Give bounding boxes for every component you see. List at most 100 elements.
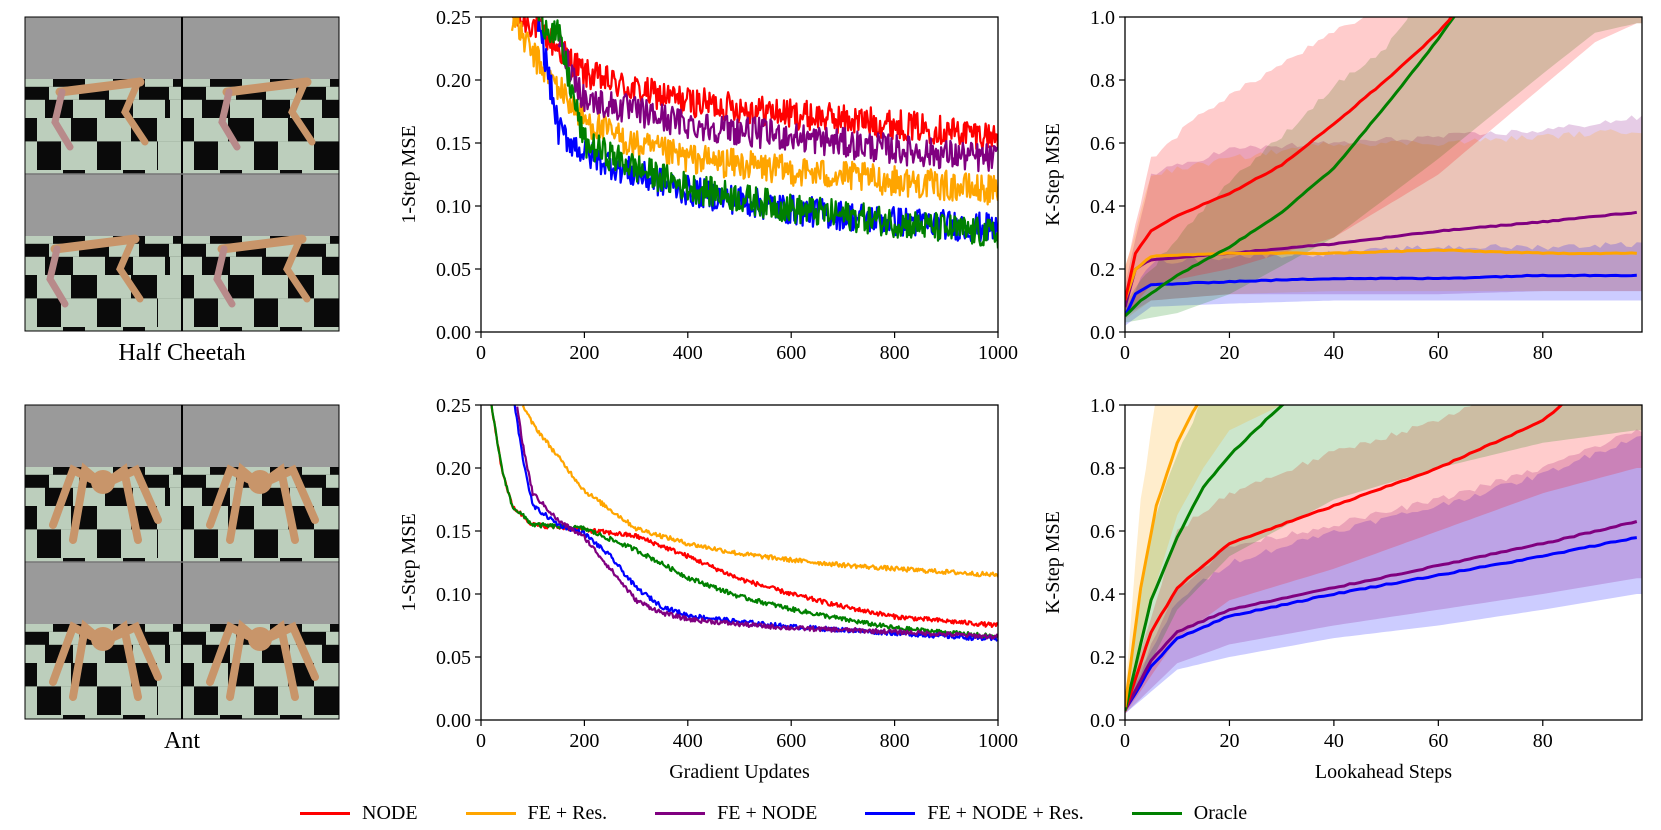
series-line-fe-node <box>1125 520 1638 711</box>
chart-ant_k_step: 0 20 40 60 80 0.0 0.2 0.4 0.6 0.8 1.0 K-Step MSE Loo… <box>1042 395 1643 783</box>
y-tick-label: 0.2 <box>1090 259 1115 281</box>
legend-item-fe-res: FE + Res. <box>465 801 608 825</box>
plot-area <box>1125 405 1642 714</box>
axes-frame <box>1124 404 1643 721</box>
confidence-band <box>1125 429 1642 714</box>
legend-item-node: NODE <box>300 802 418 825</box>
confidence-band <box>1125 405 1642 714</box>
legend-swatch <box>865 811 916 815</box>
confidence-band <box>1125 405 1642 714</box>
x-tick-label: 400 <box>673 730 703 752</box>
x-tick-label: 400 <box>673 342 703 364</box>
y-tick-label: 0.00 <box>436 710 471 732</box>
y-tick-label: 0.20 <box>436 70 471 92</box>
sim-frame <box>25 562 199 719</box>
series-line-oracle <box>490 405 998 639</box>
y-tick-label: 0.20 <box>436 458 471 480</box>
legend-item-fe-node-res: FE + NODE + Res. <box>865 802 1084 825</box>
x-tick-label: 0 <box>1120 730 1130 752</box>
sim-thumbnail-half_cheetah <box>25 17 339 331</box>
sim-thumbnail-ant <box>25 405 339 719</box>
y-tick-label: 0.8 <box>1090 70 1115 92</box>
axes-frame <box>1124 16 1643 333</box>
x-tick-label: 800 <box>880 342 910 364</box>
sim-frame <box>158 562 339 719</box>
series-line-fe-res- <box>521 405 998 578</box>
legend-swatch <box>655 811 706 815</box>
x-tick-label: 20 <box>1219 342 1239 364</box>
x-axis-label: Gradient Updates <box>669 761 810 783</box>
y-axis-label: K-Step MSE <box>1042 123 1064 226</box>
y-tick-label: 1.0 <box>1090 7 1115 29</box>
series-line-fe-node-res- <box>1125 273 1637 317</box>
legend-item-fe-node: FE + NODE <box>655 802 817 825</box>
x-tick-label: 200 <box>569 730 599 752</box>
series-line-fe-node-res- <box>513 405 998 642</box>
y-tick-label: 0.4 <box>1090 584 1115 606</box>
y-axis-label: K-Step MSE <box>1042 511 1064 614</box>
series-line-oracle <box>1125 405 1286 711</box>
plot-area <box>1125 17 1642 326</box>
y-tick-label: 0.6 <box>1090 521 1115 543</box>
y-tick-label: 0.25 <box>436 395 471 417</box>
series-line-oracle <box>537 17 998 249</box>
y-tick-label: 0.8 <box>1090 458 1115 480</box>
x-tick-label: 600 <box>776 730 806 752</box>
x-tick-label: 60 <box>1428 730 1448 752</box>
x-tick-label: 60 <box>1428 342 1448 364</box>
legend-label: FE + NODE <box>717 801 818 824</box>
caption-half-cheetah: Half Cheetah <box>118 340 246 366</box>
x-tick-label: 0 <box>1120 342 1130 364</box>
x-tick-label: 0 <box>476 730 486 752</box>
confidence-band <box>1125 115 1642 317</box>
sim-frame <box>25 174 199 331</box>
legend: NODE FE + Res. FE + NODE FE + NODE + Res… <box>300 800 1295 826</box>
legend-label: NODE <box>362 801 418 824</box>
axes-frame <box>480 404 999 721</box>
y-tick-label: 0.10 <box>436 196 471 218</box>
x-tick-label: 40 <box>1324 342 1344 364</box>
x-tick-label: 20 <box>1219 730 1239 752</box>
confidence-band <box>1125 405 1642 714</box>
legend-label: FE + Res. <box>527 801 608 824</box>
y-tick-label: 0.0 <box>1090 710 1115 732</box>
y-tick-label: 0.0 <box>1090 322 1115 344</box>
chart-hc_one_step: 0 200 400 600 800 1000 0.00 0.05 0.10 0.15 0.20 0.2… <box>398 7 1018 364</box>
x-tick-label: 600 <box>776 342 806 364</box>
chart-hc_k_step: 0 20 40 60 80 0.0 0.2 0.4 0.6 0.8 1.0 K-Step MSE <box>1042 7 1643 364</box>
legend-item-oracle: Oracle <box>1131 801 1248 825</box>
x-tick-label: 80 <box>1533 342 1553 364</box>
x-tick-label: 40 <box>1324 730 1344 752</box>
y-tick-label: 0.2 <box>1090 647 1115 669</box>
x-tick-label: 0 <box>476 342 486 364</box>
confidence-band <box>1125 435 1642 714</box>
series-line-oracle <box>1125 17 1456 318</box>
series-line-fe-node <box>557 33 998 173</box>
caption-ant: Ant <box>164 728 200 754</box>
x-axis-label: Lookahead Steps <box>1315 761 1452 783</box>
series-line-fe-res- <box>1125 248 1637 301</box>
confidence-band <box>1125 242 1642 326</box>
y-tick-label: 0.10 <box>436 584 471 606</box>
y-tick-label: 0.6 <box>1090 133 1115 155</box>
x-tick-label: 1000 <box>978 730 1018 752</box>
confidence-band <box>1125 17 1642 317</box>
plot-area <box>510 17 998 249</box>
legend-label: Oracle <box>1193 801 1248 824</box>
legend-swatch <box>1131 811 1182 815</box>
y-tick-label: 0.25 <box>436 7 471 29</box>
sim-frame <box>158 174 339 331</box>
chart-ant_one_step: 0 200 400 600 800 1000 0.00 0.05 0.10 0.15 0.20 0.2… <box>398 395 1018 783</box>
x-tick-label: 1000 <box>978 342 1018 364</box>
y-tick-label: 0.15 <box>436 133 471 155</box>
series-line-fe-res- <box>1125 405 1200 708</box>
confidence-band <box>1125 17 1642 323</box>
y-tick-label: 0.05 <box>436 647 471 669</box>
y-tick-label: 0.15 <box>436 521 471 543</box>
y-tick-label: 1.0 <box>1090 395 1115 417</box>
axes-frame <box>480 16 999 333</box>
plot-area <box>490 405 998 642</box>
x-tick-label: 80 <box>1533 730 1553 752</box>
legend-swatch <box>300 811 350 815</box>
